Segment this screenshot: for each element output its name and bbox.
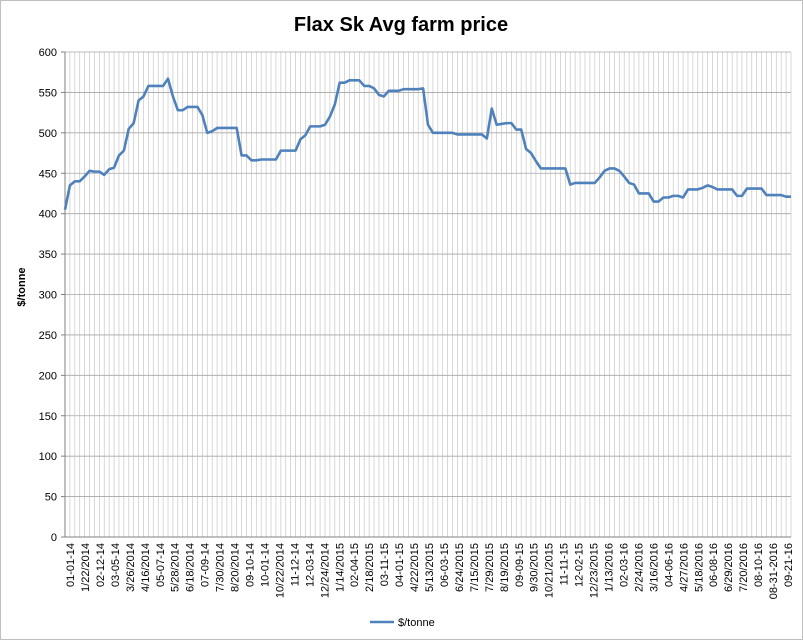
x-tick-label: 04-06-16 [663,543,675,587]
y-tick-label: 500 [39,128,57,140]
x-tick-label: 7/20/2016 [738,543,750,592]
x-tick-label: 3/16/2016 [648,543,660,592]
x-tick-label: 12/23/2015 [589,543,601,598]
x-tick-label: 2/24/2016 [633,543,645,592]
x-tick-label: 7/15/2015 [469,543,481,592]
y-tick-label: 400 [39,209,57,221]
x-tick-label: 5/18/2016 [693,543,705,592]
x-tick-label: 12/24/2014 [319,543,331,598]
y-tick-label: 150 [39,411,57,423]
x-tick-label: 7/29/2015 [484,543,496,592]
x-tick-label: 2/18/2015 [364,543,376,592]
x-tick-label: 11-12-14 [289,543,301,586]
x-tick-label: 6/18/2014 [185,543,197,592]
y-tick-label: 550 [39,87,57,99]
x-tick-label: 02-12-14 [95,543,107,587]
x-tick-label: 6/29/2016 [723,543,735,592]
x-tick-label: 08-10-16 [753,543,765,587]
legend-label: $/tonne [398,617,435,629]
x-tick-label: 07-09-14 [200,543,212,587]
y-tick-label: 600 [39,47,57,59]
x-tick-label: 03-05-14 [110,543,122,587]
x-tick-label: 06-03-15 [439,543,451,587]
gridlines [64,51,792,538]
legend: $/tonne [370,617,435,629]
x-tick-label: 5/13/2015 [424,543,436,592]
chart-title: Flax Sk Avg farm price [294,14,508,36]
x-tick-label: 05-07-14 [155,543,167,587]
y-tick-label: 350 [39,249,57,261]
x-tick-label: 1/22/2014 [80,543,92,592]
axes [61,51,791,538]
x-tick-label: 11-11-15 [559,543,571,585]
y-tick-label: 100 [39,451,57,463]
x-tick-label: 3/26/2014 [125,543,137,592]
y-tick-label: 50 [45,492,57,504]
x-tick-label: 6/24/2015 [454,543,466,592]
x-tick-label: 09-09-15 [514,543,526,587]
x-tick-label: 04-01-15 [394,543,406,587]
x-tick-label: 8/19/2015 [499,543,511,592]
x-tick-label: 09-10-14 [245,543,257,587]
x-tick-label: 02-03-16 [618,543,630,587]
y-tick-label: 200 [39,370,57,382]
x-tick-labels: 01-01-14 1/22/2014 02-12-14 03-05-14 3/26/20… [65,543,795,599]
x-tick-label: 06-08-16 [708,543,720,587]
y-axis-label: $/tonne [16,267,28,306]
y-tick-labels: 0 50 100 150 200 250 300 350 400 450 500 550 600 [39,47,57,544]
x-tick-label: 01-01-14 [65,543,77,587]
x-tick-label: 10/21/2015 [544,543,556,598]
y-tick-label: 0 [51,532,57,544]
x-tick-label: 5/28/2014 [170,543,182,592]
x-tick-label: 4/16/2014 [140,543,152,592]
x-tick-label: 7/30/2014 [215,543,227,592]
y-tick-label: 250 [39,330,57,342]
x-tick-label: 08-31-2016 [768,543,780,599]
x-tick-label: 02-04-15 [349,543,361,587]
y-tick-label: 450 [39,168,57,180]
x-tick-label: 9/30/2015 [529,543,541,592]
x-tick-label: 10/22/2014 [274,543,286,598]
x-tick-label: 4/27/2016 [678,543,690,592]
x-tick-label: 09-21-16 [783,543,795,587]
x-tick-label: 03-11-15 [379,543,391,586]
x-tick-label: 12-02-15 [574,543,586,587]
x-tick-label: 12-03-14 [304,543,316,587]
x-tick-label: 1/13/2016 [604,543,616,592]
x-tick-label: 10-01-14 [259,543,271,587]
y-tick-label: 300 [39,290,57,302]
series-line-tonne [63,77,791,210]
x-tick-label: 8/20/2014 [230,543,242,592]
x-tick-label: 4/22/2015 [409,543,421,592]
x-tick-label: 1/14/2015 [334,543,346,592]
